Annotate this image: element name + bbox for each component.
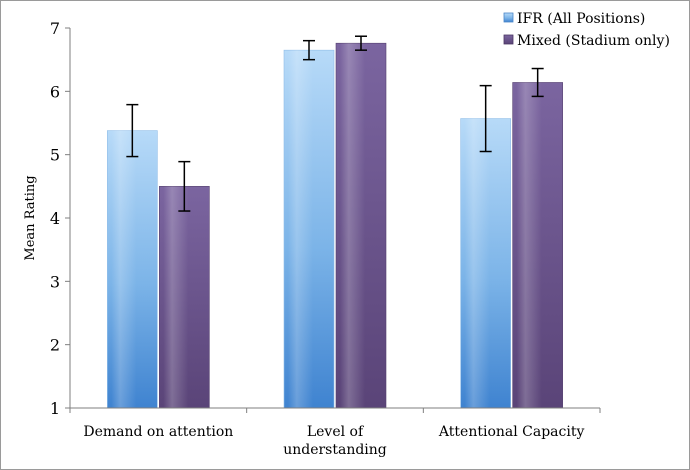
legend-label-mixed: Mixed (Stadium only): [517, 33, 670, 49]
bar-highlight: [163, 186, 189, 408]
error-bar: [303, 39, 315, 61]
bar-highlight: [340, 43, 365, 408]
error-bar: [479, 84, 492, 153]
legend-swatch-mixed: [503, 34, 514, 45]
y-tick-label: 4: [50, 209, 60, 228]
error-bars-layer: [126, 35, 544, 212]
legend: IFR (All Positions) Mixed (Stadium only): [503, 11, 670, 49]
y-tick-label: 2: [50, 336, 60, 355]
y-tick-label: 6: [50, 82, 60, 101]
bars-layer: [107, 42, 563, 409]
error-bar: [126, 103, 139, 158]
y-tick-label: 7: [50, 19, 60, 38]
legend-swatch-ifr: [503, 12, 514, 23]
legend-label-ifr: IFR (All Positions): [517, 11, 645, 27]
bar-highlight: [516, 82, 542, 408]
y-ticks-layer: 1 2 3 4 5 6 7: [50, 19, 70, 418]
error-bar: [531, 67, 544, 98]
y-tick-label: 3: [50, 272, 60, 291]
bar-highlight: [111, 130, 137, 408]
y-axis-title: Mean Rating: [23, 175, 38, 260]
x-tick-label: Demand on attention: [83, 424, 233, 440]
x-tick-label: Attentional Capacity: [438, 424, 585, 440]
bar-highlight: [464, 118, 490, 409]
error-bar: [178, 160, 191, 212]
y-tick-label: 5: [50, 146, 60, 165]
error-bar: [355, 35, 367, 51]
x-ticks-layer: Demand on attention Level of understanding…: [69, 408, 601, 458]
y-tick-label: 1: [50, 399, 60, 418]
bar-highlight: [288, 50, 313, 409]
x-tick-label: Level of understanding: [283, 424, 387, 458]
